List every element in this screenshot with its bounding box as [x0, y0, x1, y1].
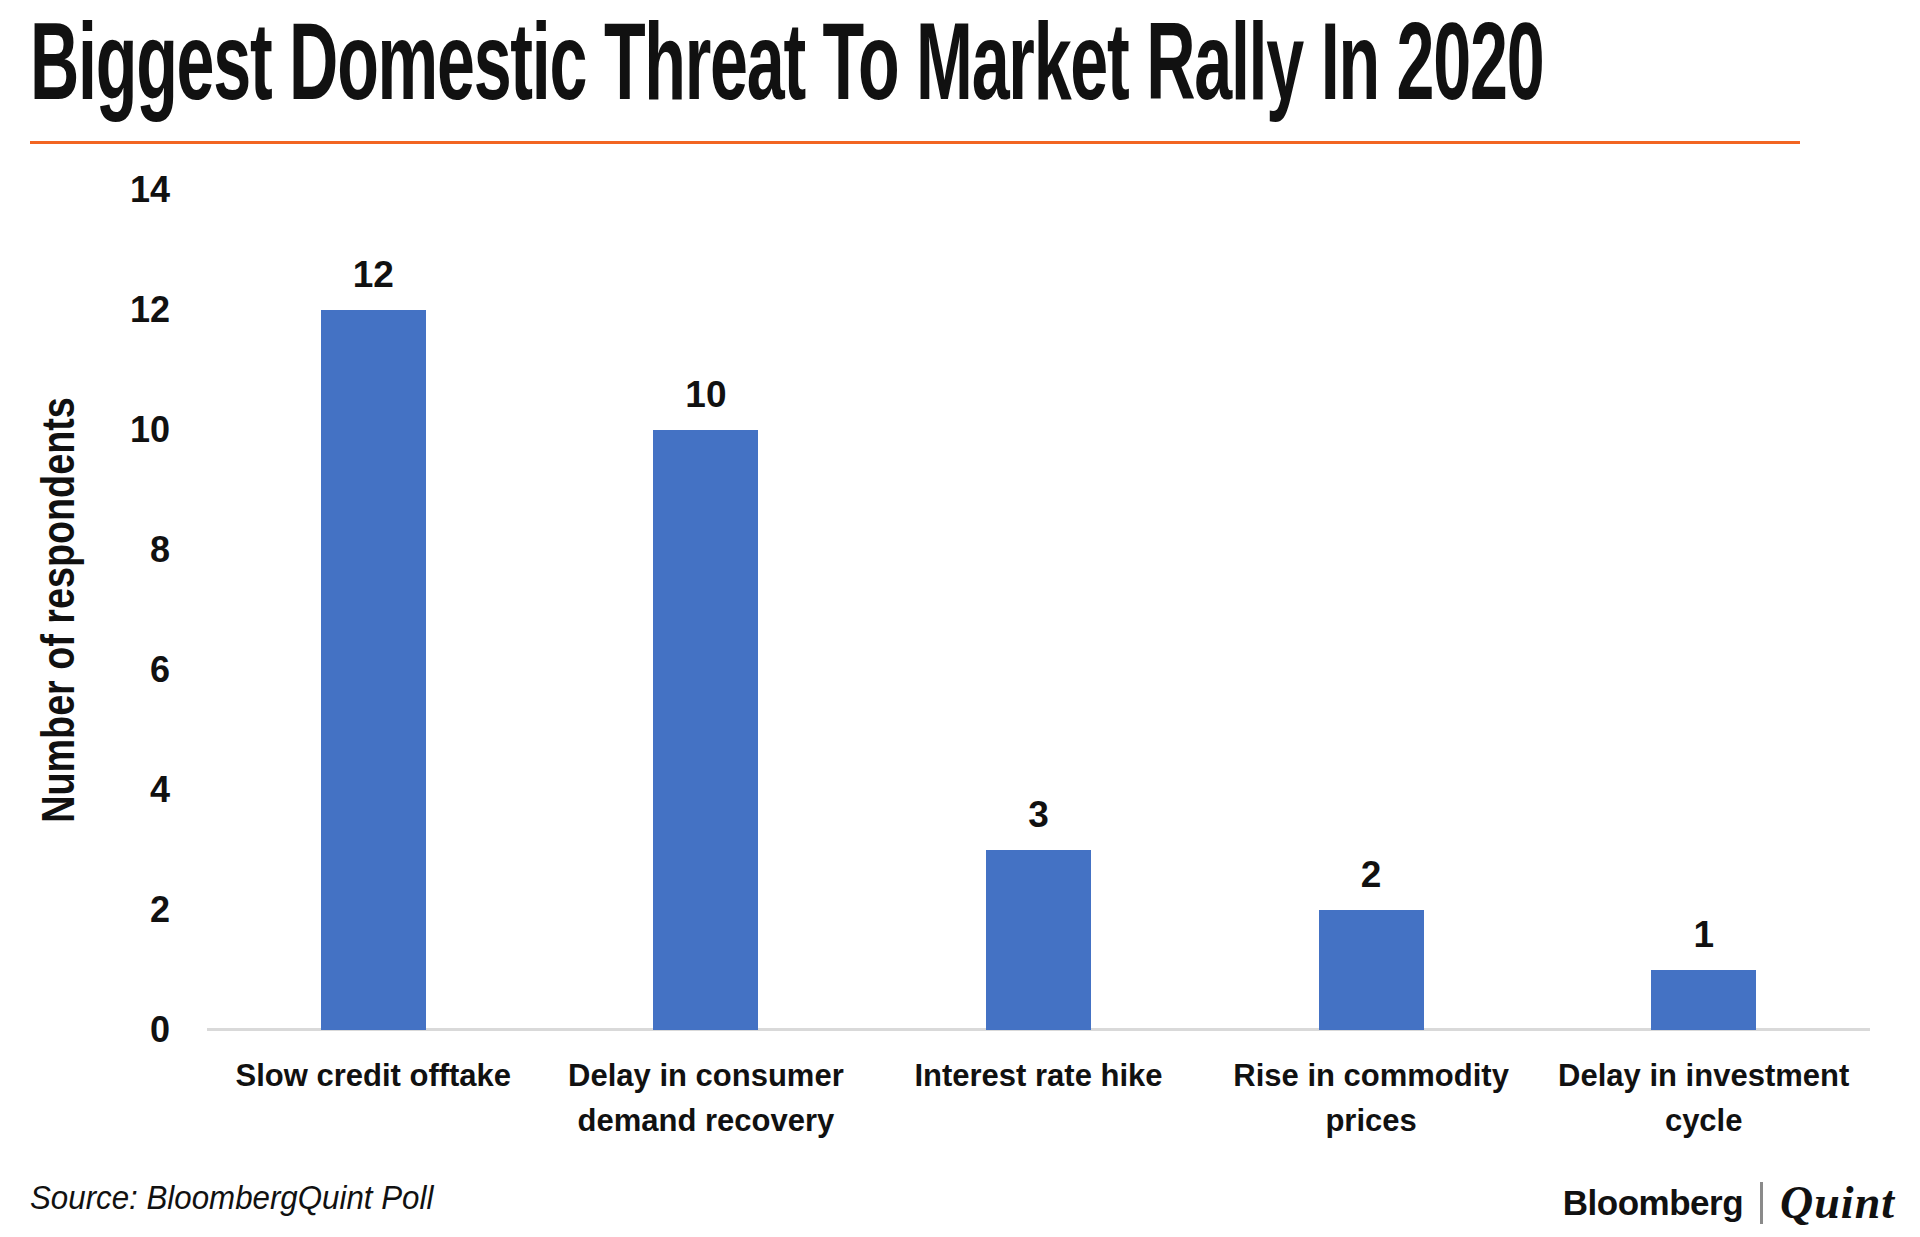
bar-value-label: 1 [1629, 912, 1779, 956]
bar [1319, 910, 1424, 1030]
bar [321, 310, 426, 1030]
y-tick-label: 6 [0, 646, 170, 694]
y-tick-label: 12 [0, 286, 170, 334]
bar-chart: Biggest Domestic Threat To Market Rally … [0, 0, 1920, 1237]
y-tick-label: 0 [0, 1006, 170, 1054]
category-label: Interest rate hike [864, 1053, 1214, 1098]
bar-value-label: 3 [964, 792, 1114, 836]
category-label: Delay in consumer demand recovery [531, 1053, 881, 1143]
bar [986, 850, 1091, 1030]
y-tick-label: 4 [0, 766, 170, 814]
chart-title: Biggest Domestic Threat To Market Rally … [30, 6, 1543, 116]
bar-value-label: 10 [631, 372, 781, 416]
bar-value-label: 2 [1296, 852, 1446, 896]
bar [653, 430, 758, 1030]
brand-logo: Bloomberg Quint [1563, 1176, 1895, 1229]
category-label: Delay in investment cycle [1529, 1053, 1879, 1143]
bloomberg-wordmark: Bloomberg [1563, 1183, 1743, 1223]
y-axis-title: Number of respondents [31, 397, 85, 822]
y-tick-label: 14 [0, 166, 170, 214]
category-label: Slow credit offtake [198, 1053, 548, 1098]
title-accent-rule [30, 141, 1800, 144]
y-tick-label: 8 [0, 526, 170, 574]
bar-value-label: 12 [298, 252, 448, 296]
y-tick-label: 2 [0, 886, 170, 934]
y-tick-label: 10 [0, 406, 170, 454]
category-label: Rise in commodity prices [1196, 1053, 1546, 1143]
quint-wordmark: Quint [1780, 1176, 1895, 1229]
bar [1651, 970, 1756, 1030]
source-note: Source: BloombergQuint Poll [30, 1178, 433, 1217]
logo-divider [1760, 1182, 1763, 1224]
